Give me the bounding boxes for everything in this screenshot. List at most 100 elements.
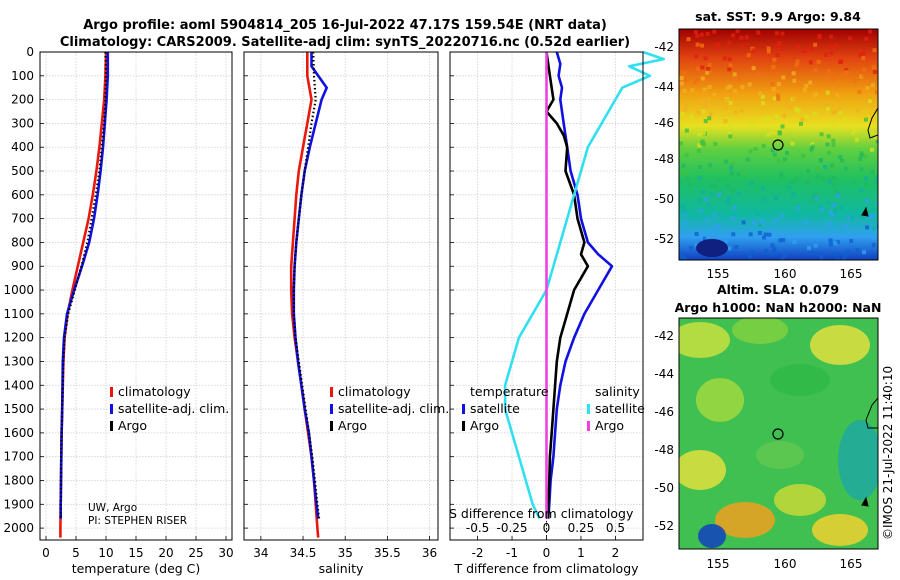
- sst-pixel: [806, 169, 811, 174]
- sst-pixel: [712, 29, 717, 34]
- sst-pixel: [686, 176, 691, 181]
- sst-pixel: [716, 178, 721, 183]
- y-tick-label: 400: [11, 140, 34, 154]
- sst-pixel: [684, 128, 689, 133]
- sst-pixel: [809, 46, 814, 51]
- sst-pixel: [696, 77, 701, 82]
- legend-label-s-argo: Argo: [595, 418, 624, 433]
- sst-pixel: [748, 74, 753, 79]
- sst-pixel: [740, 108, 745, 113]
- sst-pixel: [686, 37, 691, 42]
- sla-map-frame: [678, 317, 879, 550]
- sla-anomaly-blob: [679, 322, 730, 358]
- sla-xtick-label: 155: [707, 557, 730, 571]
- sst-pixel: [874, 90, 878, 95]
- legend-title-salinity: salinity: [595, 384, 640, 399]
- sst-pixel: [766, 49, 771, 54]
- y-tick-label: 700: [11, 212, 34, 226]
- figure-title-line1: Argo profile: aoml 5904814_205 16-Jul-20…: [83, 18, 607, 33]
- s-tick-label: -0.5: [466, 521, 489, 535]
- sst-pixel: [708, 112, 713, 117]
- sst-pixel: [801, 153, 806, 158]
- sst-pixel: [776, 96, 781, 101]
- sst-pixel: [807, 245, 811, 250]
- sst-pixel: [705, 217, 710, 222]
- sst-pixel: [770, 82, 775, 87]
- sst-pixel: [796, 44, 801, 49]
- sst-pixel: [792, 96, 797, 101]
- coastline: [861, 206, 869, 217]
- sst-pixel: [831, 142, 836, 147]
- sst-pixel: [695, 66, 700, 71]
- x-axis-label: temperature (deg C): [72, 561, 201, 576]
- sst-pixel: [766, 46, 771, 51]
- temperature-legend: climatology satellite-adj. clim. Argo UW…: [88, 384, 229, 527]
- sst-pixel: [794, 107, 799, 112]
- sst-pixel: [776, 158, 781, 163]
- x-tick-label: 0: [42, 546, 50, 560]
- sst-pixel: [706, 67, 711, 71]
- sst-pixel: [871, 243, 876, 248]
- sst-pixel: [697, 143, 702, 148]
- sst-map-title: sat. SST: 9.9 Argo: 9.84: [695, 9, 861, 24]
- legend-swatch-s-argo: [587, 421, 590, 431]
- sst-pixel: [861, 56, 866, 61]
- sst-map-frame: [678, 28, 879, 261]
- y-tick-label: 1500: [3, 402, 34, 416]
- sst-pixel: [830, 163, 834, 168]
- sst-pixel: [814, 195, 819, 200]
- sst-pixel: [723, 119, 728, 124]
- sst-pixel: [817, 126, 822, 131]
- sst-pixel: [679, 76, 684, 80]
- sst-pixel: [771, 87, 776, 92]
- sst-pixel: [696, 99, 701, 104]
- sst-pixel: [706, 97, 711, 102]
- sst-pixel: [745, 157, 750, 162]
- sst-pixel: [708, 70, 713, 75]
- sst-pixel: [728, 134, 733, 139]
- sst-pixel: [847, 215, 852, 220]
- sst-pixel: [735, 29, 740, 33]
- difference-panel: -2 -1 0 1 2 -0.5 -0.25 0 0.25 0.5 T difference fro…: [449, 50, 666, 576]
- legend-label-argo: Argo: [118, 418, 147, 433]
- sst-pixel: [694, 54, 699, 59]
- sst-pixel: [855, 248, 860, 252]
- sst-map: sat. SST: 9.9 Argo: 9.84 -42 -44 -46 -48…: [654, 9, 879, 281]
- imos-watermark: ©IMOS 21-Jul-2022 11:40:10: [881, 366, 895, 540]
- sst-pixel: [728, 125, 732, 130]
- sst-pixel: [780, 47, 785, 52]
- sst-pixel: [791, 71, 796, 76]
- sst-pixel: [727, 57, 732, 62]
- sst-pixel: [705, 70, 710, 75]
- sst-pixel: [739, 35, 744, 40]
- sst-pixel: [705, 31, 710, 36]
- sst-pixel: [849, 239, 854, 243]
- sst-pixel: [794, 177, 799, 182]
- sst-pixel: [844, 68, 849, 72]
- sla-anomaly-blob: [698, 524, 726, 548]
- sst-pixel: [832, 208, 837, 213]
- sst-pixel: [693, 30, 698, 35]
- sst-pixel: [841, 73, 846, 78]
- sst-pixel: [703, 56, 708, 61]
- sst-pixel: [787, 105, 792, 110]
- sst-ytick-label: -50: [654, 192, 674, 206]
- sst-pixel: [770, 148, 775, 153]
- sst-pixel: [709, 228, 714, 233]
- sst-pixel: [698, 176, 703, 181]
- sst-pixel: [782, 113, 787, 118]
- sst-pixel: [700, 76, 705, 81]
- sst-pixel: [732, 72, 737, 77]
- sst-pixel: [859, 167, 864, 172]
- sst-pixel: [874, 135, 878, 140]
- difference-legend: temperature salinity satellite Argo sate…: [449, 384, 645, 521]
- sst-pixel: [709, 183, 714, 188]
- sla-anomaly-blob: [679, 450, 726, 490]
- sla-map-title-line2: Argo h1000: NaN h2000: NaN: [675, 300, 882, 315]
- sst-pixel: [871, 65, 876, 70]
- sst-pixel: [768, 130, 773, 135]
- sst-pixel: [693, 80, 698, 85]
- sst-pixel: [730, 188, 735, 193]
- legend-label-satellite: satellite-adj. clim.: [338, 401, 449, 416]
- sst-pixel: [701, 104, 706, 109]
